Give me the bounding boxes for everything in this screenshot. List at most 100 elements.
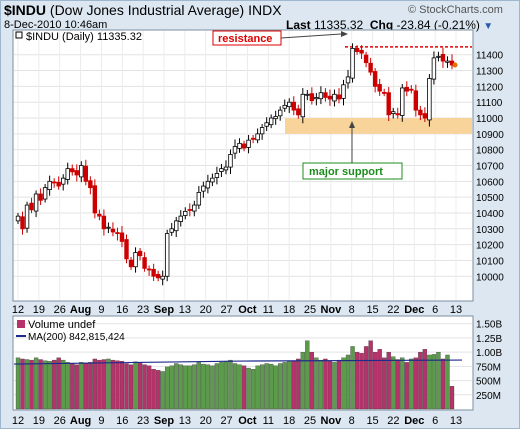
candle: [124, 234, 129, 264]
x-tick-label: 16: [116, 415, 128, 427]
candle: [305, 90, 310, 101]
candle: [336, 88, 342, 104]
candle: [223, 160, 229, 175]
volume-bar: [38, 359, 43, 410]
volume-bar: [214, 363, 220, 410]
candle-body: [101, 215, 107, 230]
volume-bar: [255, 365, 260, 410]
volume-legend: Volume undef: [28, 319, 96, 331]
candle: [29, 197, 34, 214]
candle: [160, 270, 165, 286]
candle-body: [345, 76, 351, 84]
candle: [219, 163, 224, 178]
x-tick-label: Oct: [238, 304, 257, 316]
candle-body: [155, 273, 161, 279]
volume-bar: [318, 359, 324, 410]
volume-bar: [409, 358, 414, 410]
volume-bar: [187, 365, 192, 410]
candle: [372, 68, 378, 93]
volume-bar: [88, 362, 93, 410]
candle: [309, 87, 315, 105]
candle-body: [205, 180, 211, 189]
candle-body: [305, 93, 310, 96]
volume-x-axis: 12 19 26 Aug 9 16 23 Sep 13 20 27 Oct 11 18 25 Nov 8 15 22…: [12, 415, 462, 427]
x-tick-label: 9: [98, 304, 104, 316]
candle-body: [178, 215, 183, 222]
candle-body: [232, 146, 238, 154]
volume-bar: [250, 369, 256, 410]
volume-bar: [70, 363, 75, 410]
price-y-tick: 10900: [476, 130, 504, 141]
candle-body: [431, 57, 437, 80]
price-y-tick: 11300: [476, 67, 504, 78]
price-y-tick: 10400: [476, 209, 504, 220]
candle: [228, 149, 233, 175]
candle-body: [169, 228, 174, 233]
volume-bar: [151, 369, 156, 410]
ma-legend: MA(200) 842,815,424: [28, 332, 125, 343]
candle: [431, 51, 437, 85]
x-tick-label: 6: [432, 415, 438, 427]
candle: [404, 81, 409, 97]
price-legend: $INDU (Daily) 11335.32: [26, 31, 142, 43]
candle: [232, 139, 238, 159]
price-y-tick: 10800: [476, 146, 504, 157]
candle: [341, 79, 346, 106]
candle-body: [413, 90, 419, 111]
candle: [15, 212, 21, 225]
volume-bar: [354, 351, 360, 410]
volume-bar: [115, 360, 120, 410]
resistance-arrow-head: [341, 31, 348, 37]
candle: [413, 84, 419, 117]
chg-label: Chg: [369, 18, 394, 32]
volume-bar: [196, 362, 201, 410]
candle: [436, 51, 441, 62]
candle-body: [210, 177, 215, 183]
candle: [70, 164, 75, 176]
volume-bar: [350, 346, 355, 410]
price-y-axis: 10000 10100 10200 10300 10400 10500 10600 10700…: [476, 51, 504, 284]
volume-bar: [124, 363, 129, 410]
candle-body: [259, 127, 265, 135]
candle-body: [38, 193, 43, 201]
price-y-tick: 11100: [476, 98, 503, 109]
candle: [183, 207, 188, 220]
volume-bar: [83, 363, 88, 410]
x-tick-label: 6: [432, 304, 438, 316]
price-y-tick: 10100: [476, 256, 504, 267]
volume-bar: [269, 363, 274, 410]
x-tick-label: Nov: [320, 415, 342, 427]
candle-body: [264, 122, 269, 127]
x-tick-label: 18: [283, 304, 295, 316]
candle: [350, 43, 355, 83]
volume-bar: [210, 365, 215, 410]
candle: [38, 188, 43, 206]
dropdown-triangle-icon[interactable]: ▼: [483, 21, 494, 32]
candle: [196, 186, 202, 210]
volume-y-axis: 250M 500M 750M 1.00B 1.25B 1.50B: [476, 320, 502, 402]
candle-body: [323, 92, 328, 98]
candle-body: [33, 193, 39, 212]
x-tick-label: 25: [304, 304, 316, 316]
x-tick-label: Dec: [404, 415, 424, 427]
candle: [368, 57, 373, 76]
candle-body: [296, 108, 301, 116]
candle: [282, 99, 287, 112]
x-tick-label: 26: [54, 415, 66, 427]
price-grid: [14, 31, 472, 300]
volume-bar: [273, 365, 278, 410]
candle-body: [192, 204, 197, 212]
volume-bar: [92, 358, 98, 410]
candle: [169, 222, 174, 236]
candle: [155, 270, 161, 282]
volume-bar: [264, 363, 269, 410]
candle-body: [341, 84, 346, 99]
candle: [42, 184, 48, 203]
candle-body: [350, 48, 355, 79]
volume-y-tick: 750M: [476, 362, 501, 373]
candle: [241, 140, 247, 152]
candle: [381, 88, 387, 97]
x-tick-label: 12: [12, 304, 24, 316]
candle: [345, 69, 351, 89]
candle: [51, 178, 57, 188]
